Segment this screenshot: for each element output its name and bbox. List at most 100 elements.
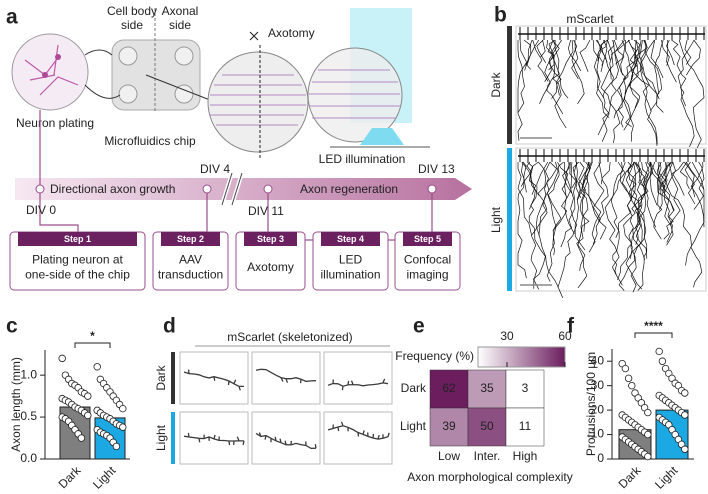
axon bbox=[593, 39, 608, 99]
axon bbox=[666, 40, 677, 83]
axon bbox=[615, 161, 637, 238]
axon bbox=[573, 161, 582, 198]
axon bbox=[555, 39, 574, 96]
colorbar-tick-label: 60 bbox=[558, 329, 572, 343]
column-label: High bbox=[513, 449, 538, 463]
data-point bbox=[84, 392, 92, 400]
condition-label: Dark bbox=[489, 71, 503, 97]
axon bbox=[600, 39, 631, 142]
text: side bbox=[169, 18, 191, 32]
axon bbox=[661, 39, 670, 66]
well bbox=[174, 84, 194, 104]
neuron-soma bbox=[42, 72, 48, 78]
axon bbox=[617, 39, 638, 128]
axon bbox=[629, 161, 641, 187]
text: Microfluidics chip bbox=[104, 134, 196, 148]
axon bbox=[517, 40, 525, 113]
axon bbox=[546, 161, 573, 282]
data-point bbox=[681, 445, 689, 453]
panel-d: d mScarlet (skeletonized) Dark Light bbox=[154, 315, 393, 465]
text: DIV 11 bbox=[248, 204, 284, 218]
axon bbox=[544, 39, 562, 82]
axon bbox=[615, 39, 626, 65]
skeleton bbox=[327, 378, 389, 391]
y-tick-label: 10 bbox=[591, 427, 605, 441]
axon bbox=[613, 39, 625, 76]
axon bbox=[600, 161, 611, 185]
x-tick-label: Dark bbox=[616, 463, 645, 492]
axon bbox=[539, 39, 556, 104]
axon bbox=[684, 161, 696, 205]
condition-bar bbox=[507, 148, 512, 291]
axon bbox=[662, 161, 673, 191]
significance: * bbox=[90, 329, 95, 343]
x-tick-label: Light bbox=[652, 463, 681, 492]
step-title: Step 4 bbox=[337, 234, 364, 244]
step-text: Confocal bbox=[404, 253, 451, 267]
significance: **** bbox=[644, 319, 663, 333]
neuron-soma bbox=[55, 54, 61, 60]
axon bbox=[643, 161, 652, 190]
text: DIV 4 bbox=[200, 162, 230, 176]
axon bbox=[524, 161, 532, 193]
axon bbox=[657, 161, 675, 240]
axon bbox=[523, 39, 532, 66]
panel-title: mScarlet (skeletonized) bbox=[227, 330, 352, 344]
axon bbox=[562, 161, 572, 194]
step-title: Step 3 bbox=[257, 234, 284, 244]
channels bbox=[210, 74, 306, 126]
column-label: Low bbox=[438, 449, 460, 463]
axon bbox=[607, 39, 613, 80]
condition-bar bbox=[171, 352, 175, 404]
axon bbox=[547, 161, 564, 232]
skeleton bbox=[327, 421, 390, 440]
y-tick-label: 40 bbox=[591, 353, 605, 367]
text: Axotomy bbox=[268, 26, 315, 40]
axon bbox=[664, 161, 676, 194]
channels bbox=[309, 69, 400, 119]
axon bbox=[546, 161, 559, 256]
cell-label: 11 bbox=[519, 419, 532, 433]
step-text: transduction bbox=[158, 268, 223, 282]
well bbox=[174, 46, 194, 66]
heatmap-cell bbox=[467, 369, 507, 409]
axon bbox=[592, 39, 610, 118]
cell-label: 39 bbox=[442, 419, 456, 433]
significance-bracket bbox=[74, 342, 111, 348]
neuron-dish bbox=[11, 33, 89, 111]
text: Axon regeneration bbox=[300, 182, 398, 196]
axon bbox=[604, 161, 626, 286]
data-point bbox=[58, 354, 66, 363]
axon bbox=[528, 161, 549, 290]
axon bbox=[530, 161, 558, 289]
step-text: Plating neuron at bbox=[32, 253, 123, 267]
axon bbox=[666, 39, 675, 66]
axon bbox=[656, 161, 666, 210]
x-tick-label: Light bbox=[90, 463, 119, 492]
heatmap-cell bbox=[505, 407, 545, 447]
break bbox=[221, 172, 243, 206]
axon bbox=[693, 161, 705, 210]
cell-label: 35 bbox=[480, 381, 494, 395]
axon bbox=[560, 161, 577, 248]
heatmap-cell bbox=[429, 369, 469, 409]
axon bbox=[627, 161, 647, 260]
data-point bbox=[84, 411, 92, 420]
image bbox=[515, 147, 707, 292]
step-text: AAV bbox=[179, 253, 202, 267]
axon bbox=[653, 161, 666, 240]
zoom-circle bbox=[207, 51, 309, 153]
text: Cell body bbox=[107, 4, 157, 18]
axon bbox=[530, 161, 540, 196]
axon bbox=[576, 161, 592, 289]
axon bbox=[683, 161, 696, 198]
axon bbox=[540, 39, 546, 58]
y-tick-label: 1.0 bbox=[20, 367, 37, 381]
well bbox=[118, 84, 138, 104]
axon bbox=[635, 161, 649, 259]
panel-label: c bbox=[6, 315, 18, 338]
panel-label: f bbox=[567, 315, 575, 338]
axon bbox=[619, 161, 643, 293]
axon bbox=[629, 39, 648, 109]
